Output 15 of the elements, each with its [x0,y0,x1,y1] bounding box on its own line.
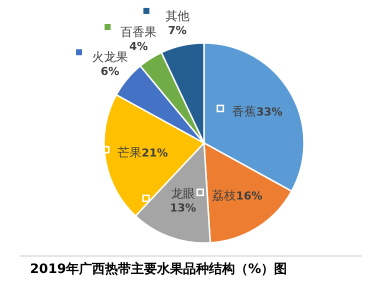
slice-label: 荔枝 [212,188,236,202]
legend-label: 百香果 [120,24,157,39]
slice-label: 龙眼 [171,186,195,200]
data-label: 6% [100,65,120,78]
data-label: 33% [256,105,283,118]
data-label: 16% [236,189,262,202]
slice-label: 芒果 [118,146,142,160]
data-label: 7% [168,24,187,37]
legend-label: 火龙果 [92,50,128,64]
data-label: 13% [170,201,196,214]
slice-label: 香蕉 [232,104,256,118]
data-label: 21% [142,146,168,160]
data-label: 4% [129,40,148,53]
legend-label: 其他 [165,8,190,23]
text: 2019年广西热带主要水果品种结构（%）图 [30,261,288,277]
